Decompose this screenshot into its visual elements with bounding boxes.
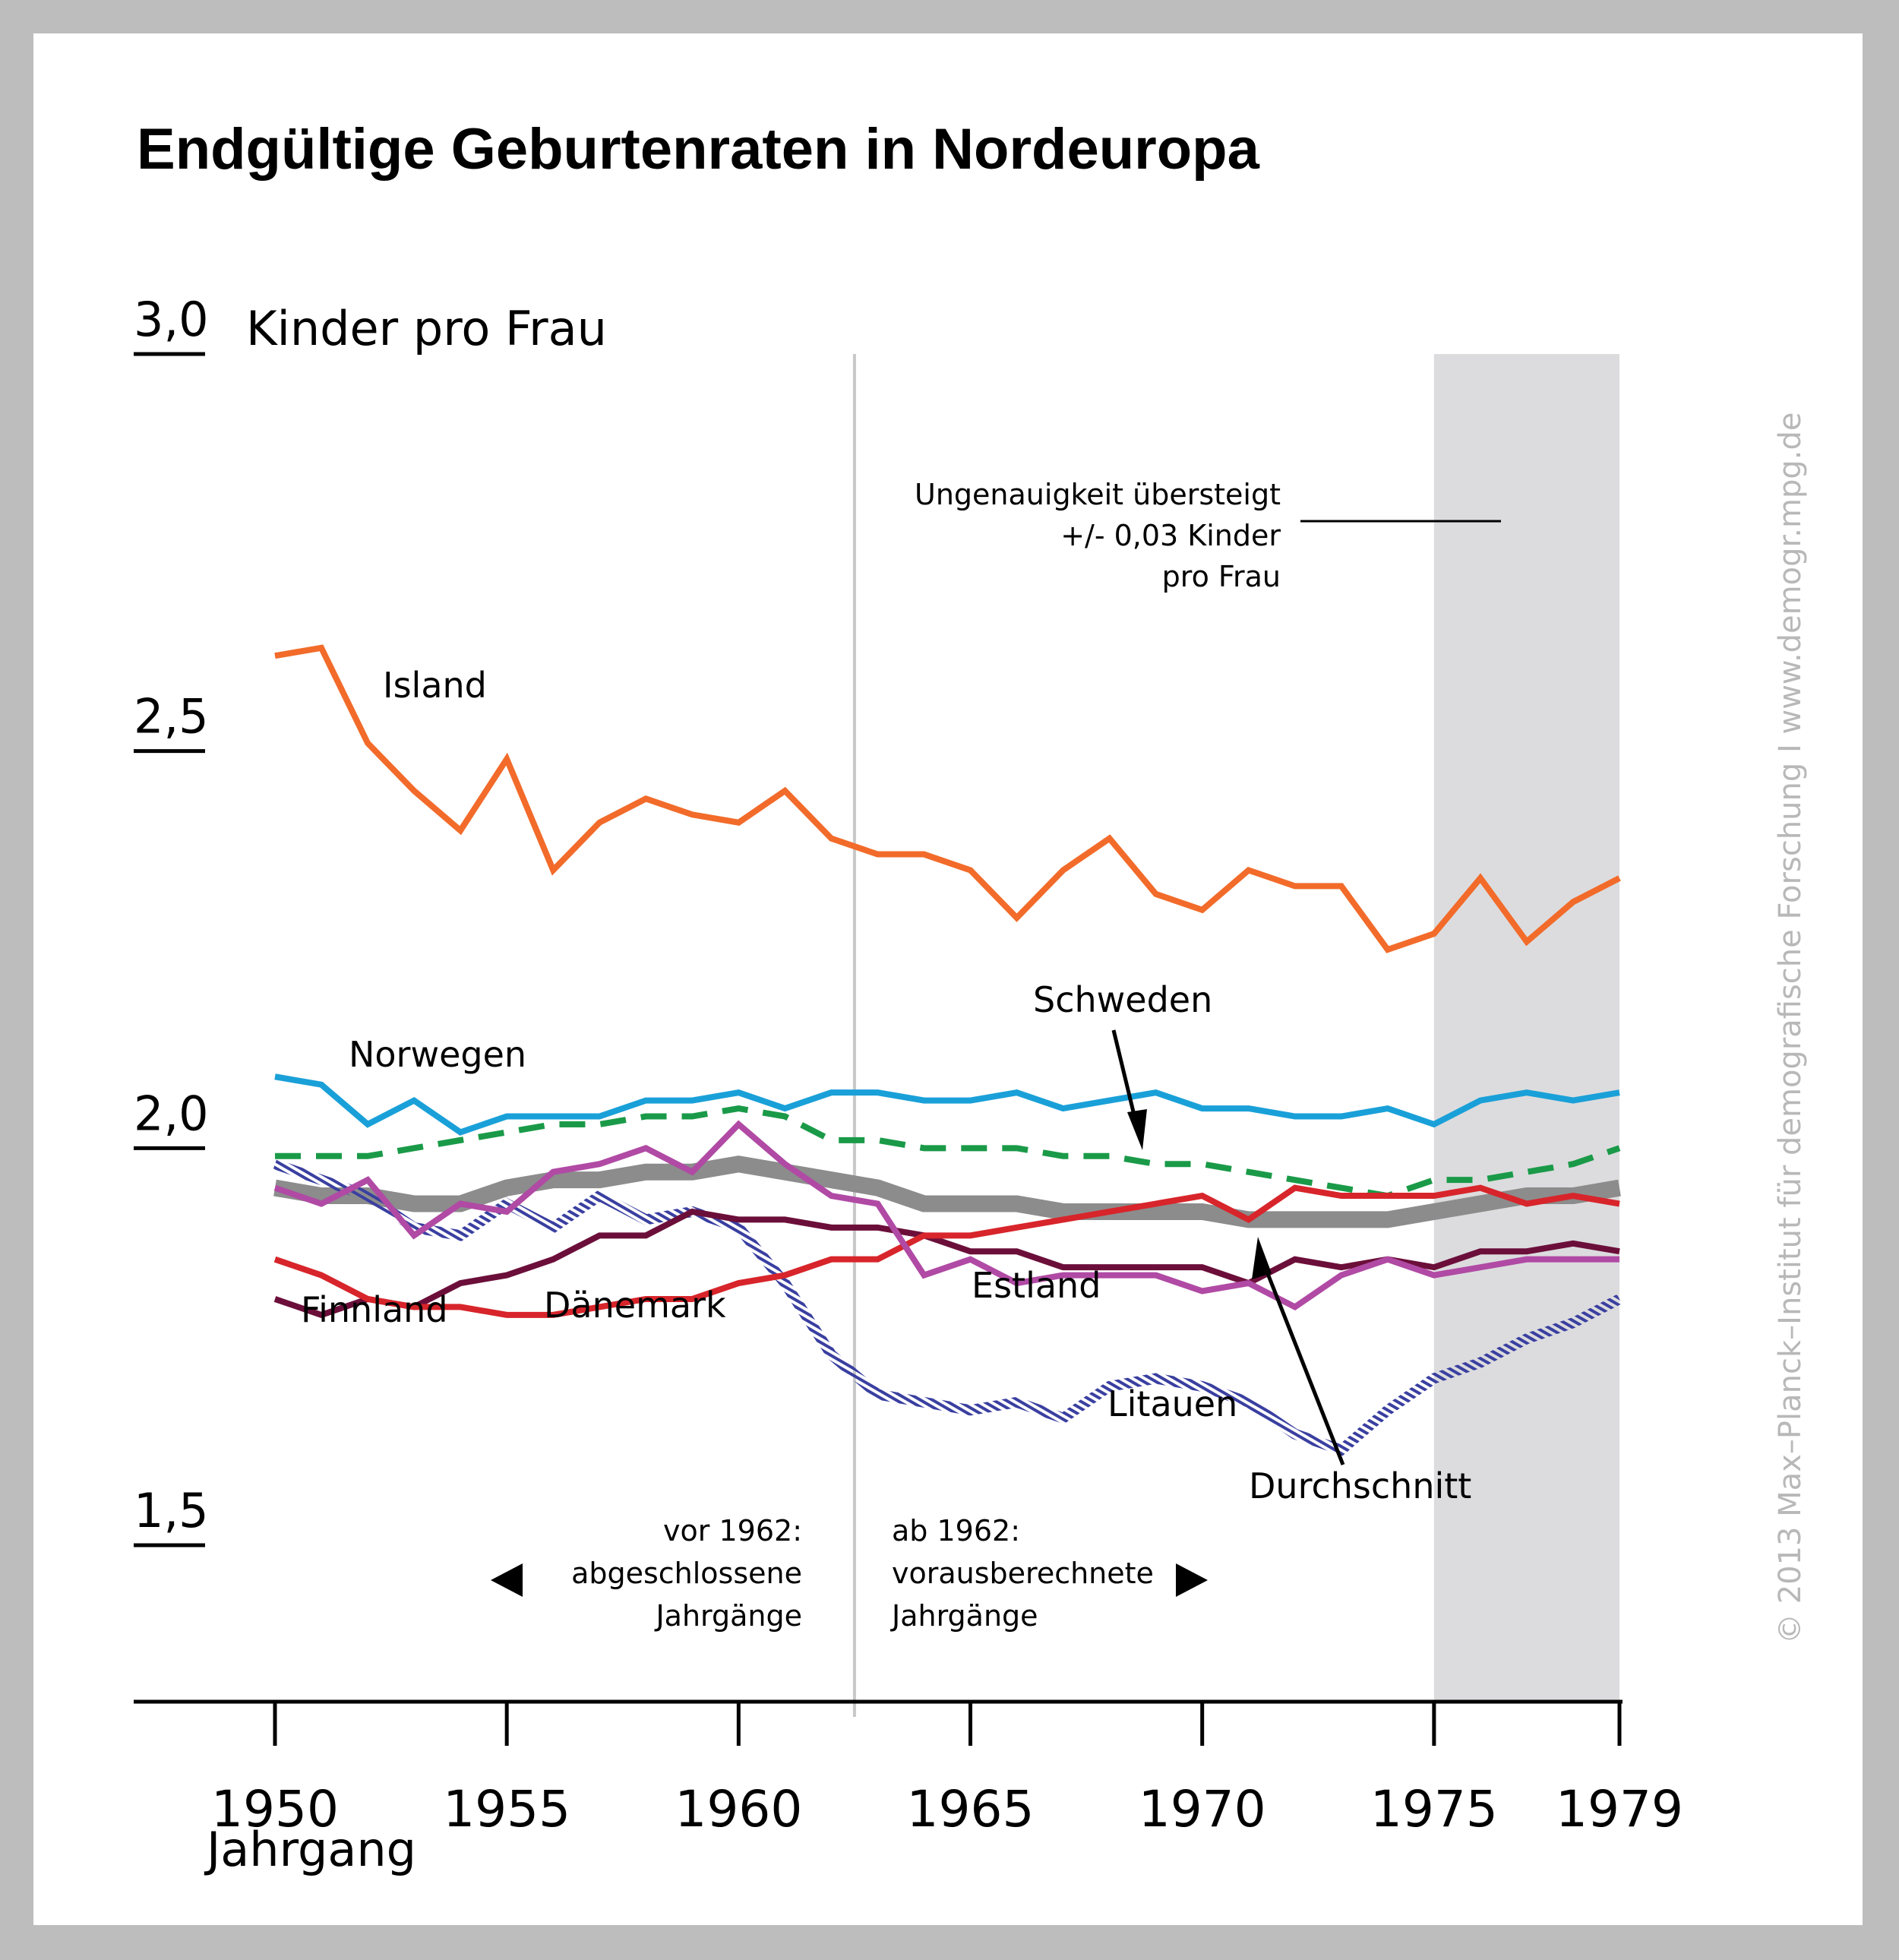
label-daenemark: Dänemark xyxy=(544,1285,726,1326)
series-norwegen-line xyxy=(274,1073,1620,1136)
left-arrow-icon xyxy=(491,1563,523,1597)
series-daenemark-line xyxy=(273,1184,1620,1318)
uncertainty-region xyxy=(1433,354,1619,1702)
chart: Endgültige Geburtenraten in Nordeuropa K… xyxy=(134,117,1808,1877)
after-line-3: Jahrgänge xyxy=(890,1599,1038,1633)
series-schweden-line xyxy=(275,1105,1621,1200)
uncertainty-line-1: Ungenauigkeit übersteigt xyxy=(915,478,1281,511)
uncertainty-annotation: Ungenauigkeit übersteigt +/- 0,03 Kinder… xyxy=(915,478,1501,593)
x-tick-label: 1970 xyxy=(1139,1780,1266,1838)
copyright-watermark: © 2013 Max–Planck–Institut für demografi… xyxy=(1773,413,1808,1644)
label-island: Island xyxy=(383,665,487,706)
label-norwegen: Norwegen xyxy=(349,1034,526,1075)
y-tick-label: 1,5 xyxy=(134,1483,209,1538)
series-estland-line xyxy=(273,1120,1619,1311)
x-axis-label: Jahrgang xyxy=(204,1822,416,1877)
label-estland: Estland xyxy=(972,1265,1101,1306)
y-tick-label: 2,5 xyxy=(134,689,209,744)
x-tick-label: 1955 xyxy=(443,1780,570,1838)
after-1962-annotation: ab 1962: vorausberechnete Jahrgänge xyxy=(890,1514,1208,1633)
chart-frame: Endgültige Geburtenraten in Nordeuropa K… xyxy=(33,33,1863,1925)
after-line-2: vorausberechnete xyxy=(892,1557,1154,1590)
x-tick-label: 1975 xyxy=(1370,1780,1498,1838)
after-line-1: ab 1962: xyxy=(892,1514,1020,1547)
x-tick-label: 1950 xyxy=(211,1780,339,1838)
uncertainty-line-3: pro Frau xyxy=(1162,560,1281,593)
x-tick-label: 1979 xyxy=(1556,1780,1683,1838)
chart-title: Endgültige Geburtenraten in Nordeuropa xyxy=(137,117,1260,182)
before-line-2: abgeschlossene xyxy=(571,1557,802,1590)
series-island-line xyxy=(274,644,1621,953)
label-schweden: Schweden xyxy=(1033,979,1212,1020)
uncertainty-line-2: +/- 0,03 Kinder xyxy=(1060,519,1281,552)
label-litauen: Litauen xyxy=(1107,1383,1237,1424)
x-tick-label: 1965 xyxy=(907,1780,1035,1838)
before-1962-annotation: vor 1962: abgeschlossene Jahrgänge xyxy=(491,1514,802,1633)
x-tick-label: 1960 xyxy=(675,1780,802,1838)
right-arrow-icon xyxy=(1176,1563,1208,1597)
y-axis-label: Kinder pro Frau xyxy=(246,301,607,356)
before-line-1: vor 1962: xyxy=(663,1514,802,1547)
y-tick-label: 2,0 xyxy=(134,1086,209,1141)
label-finnland: Finnland xyxy=(301,1289,448,1330)
y-tick-label: 3,0 xyxy=(134,292,209,347)
durchschnitt-arrow xyxy=(1252,1237,1345,1465)
y-axis: 1,5 2,0 2,5 3,0 xyxy=(134,292,209,1547)
label-durchschnitt: Durchschnitt xyxy=(1249,1465,1471,1506)
schweden-arrow xyxy=(1111,1029,1147,1150)
series-layer xyxy=(273,644,1623,1456)
x-axis: 1950 1955 1960 1965 1970 1975 1979 xyxy=(134,1699,1683,1838)
series-durchschnitt-line xyxy=(273,1155,1621,1228)
before-line-3: Jahrgänge xyxy=(654,1599,802,1633)
